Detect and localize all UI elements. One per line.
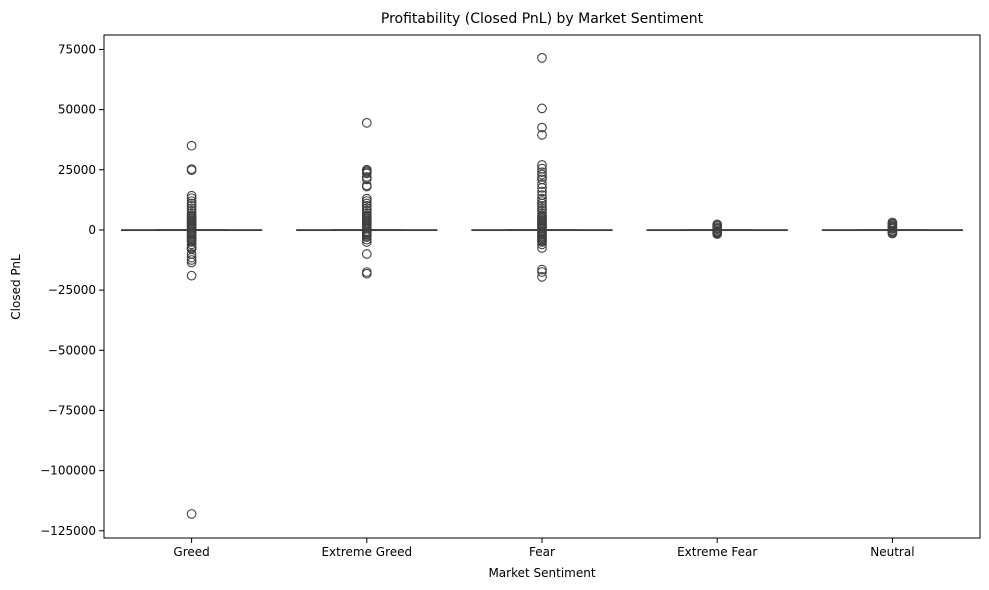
outlier-point [186,257,197,268]
outlier-point [361,196,372,206]
y-tick-label: 75000 [58,42,96,56]
box-group [471,53,613,282]
box-group [646,219,788,239]
outlier-point [186,270,197,281]
outlier-point [537,122,547,133]
outlier-point [186,255,197,265]
outlier-point [361,198,372,209]
outlier-point [712,229,723,239]
outlier-point [361,168,372,179]
outlier-point [186,193,197,204]
outlier-point [186,252,197,263]
y-tick-label: −25000 [48,283,96,297]
x-tick-label: Neutral [870,545,914,559]
x-axis: Greed Extreme Greed Fear Extreme Fear Neutra… [173,538,915,559]
box-group [120,140,263,519]
x-tick-label: Fear [529,545,555,559]
outlier-point [537,103,547,114]
y-tick-label: 50000 [58,103,96,117]
outlier-point [186,201,197,211]
x-tick-label: Greed [173,545,209,559]
outlier-point [361,232,372,243]
plot-area-frame [103,34,981,539]
outlier-point [186,140,197,151]
outlier-point [537,169,547,180]
box-group [821,217,964,239]
y-axis: 75000 50000 25000 0 −25000 −50000 −75000 −10000… [40,42,104,538]
outlier-point [361,201,372,211]
outlier-point [537,198,547,209]
outlier-point [537,237,547,247]
outlier-point [361,249,372,259]
outlier-point [186,196,197,206]
outlier-point [537,172,547,182]
outlier-point [186,165,197,176]
boxes-layer [120,53,964,519]
outlier-point [537,186,547,197]
outlier-point [537,160,547,170]
y-tick-label: 0 [88,223,96,237]
outlier-point [186,237,197,247]
outlier-point [537,272,547,282]
outlier-point [186,198,197,209]
outlier-point [361,237,372,247]
outlier-point [537,196,547,206]
outlier-point [361,234,372,245]
y-tick-label: −75000 [48,403,96,417]
x-tick-label: Extreme Greed [321,545,412,559]
x-axis-label: Market Sentiment [488,566,595,580]
chart-title: Profitability (Closed PnL) by Market Sen… [381,11,704,27]
y-axis-label: Closed PnL [9,254,23,320]
outlier-point [537,130,547,140]
y-tick-label: 25000 [58,163,96,177]
outlier-point [186,190,197,201]
outlier-point [186,509,197,519]
y-tick-label: −125000 [40,524,96,538]
outlier-point [537,239,547,250]
outlier-point [537,167,547,178]
outlier-point [186,239,197,250]
outlier-point [537,267,547,277]
outlier-point [361,193,372,204]
outlier-point [361,268,372,279]
x-tick-label: Extreme Fear [677,545,757,559]
box-group [296,117,438,279]
outlier-point [361,174,372,185]
outlier-point [537,193,547,204]
outlier-point [537,264,547,275]
outlier-point [537,179,547,190]
y-tick-label: −50000 [48,343,96,357]
outlier-point [361,117,372,128]
outlier-point [537,182,547,193]
outlier-point [537,201,547,211]
outlier-point [537,243,547,253]
outlier-point [537,53,547,63]
outlier-point [361,181,372,192]
y-tick-label: −100000 [40,464,96,478]
outlier-point [887,228,898,239]
